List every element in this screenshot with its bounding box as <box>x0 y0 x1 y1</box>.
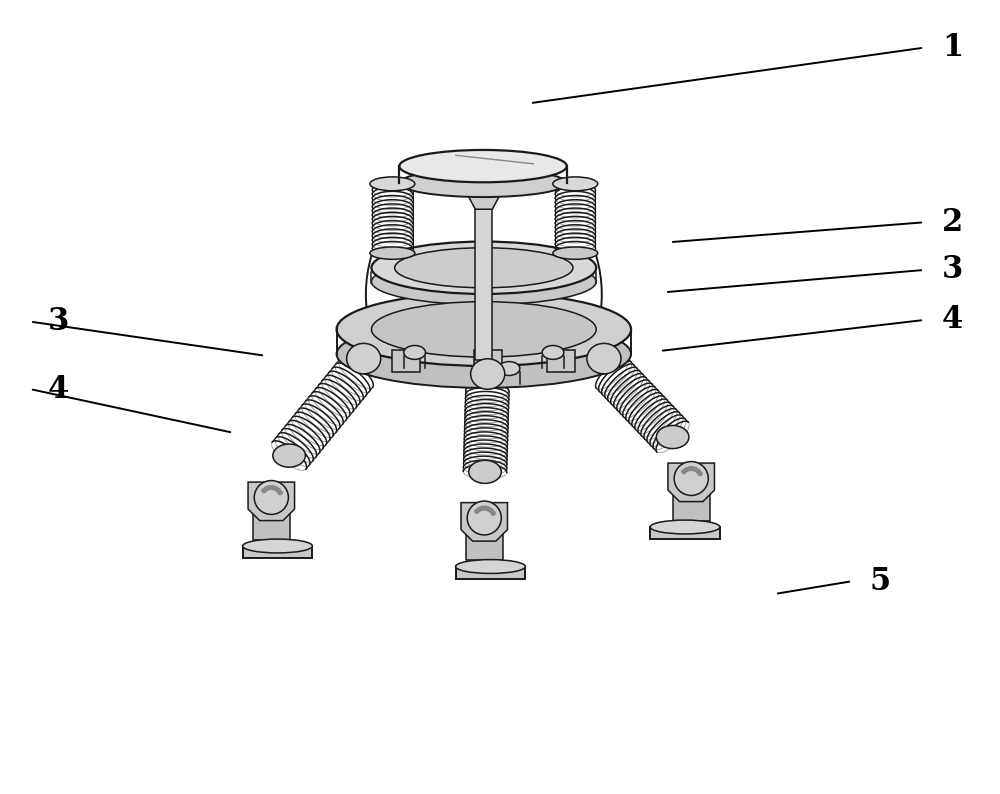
Ellipse shape <box>399 169 567 197</box>
Ellipse shape <box>498 361 520 376</box>
Text: 4: 4 <box>942 304 963 336</box>
Bar <box>466 531 503 561</box>
Ellipse shape <box>553 177 598 191</box>
Ellipse shape <box>347 343 381 374</box>
Circle shape <box>264 486 269 491</box>
Ellipse shape <box>553 247 598 260</box>
FancyBboxPatch shape <box>243 546 312 558</box>
Ellipse shape <box>587 343 621 374</box>
Circle shape <box>490 511 496 516</box>
Circle shape <box>690 466 695 472</box>
Ellipse shape <box>650 520 720 534</box>
Circle shape <box>695 468 701 474</box>
Polygon shape <box>668 463 714 502</box>
Circle shape <box>488 508 494 514</box>
Ellipse shape <box>371 241 596 294</box>
Text: 3: 3 <box>48 306 69 337</box>
Circle shape <box>477 507 482 512</box>
Bar <box>392 350 420 372</box>
Circle shape <box>483 506 488 511</box>
Ellipse shape <box>273 444 305 467</box>
Ellipse shape <box>371 302 596 357</box>
Circle shape <box>684 467 689 472</box>
Circle shape <box>681 469 686 475</box>
Text: 3: 3 <box>942 254 963 286</box>
Circle shape <box>267 485 272 491</box>
Circle shape <box>674 461 708 495</box>
Bar <box>253 511 290 540</box>
Polygon shape <box>462 184 506 210</box>
Bar <box>475 186 492 360</box>
Ellipse shape <box>656 426 689 449</box>
Text: 4: 4 <box>48 373 69 405</box>
Polygon shape <box>461 503 508 542</box>
Text: 1: 1 <box>942 32 963 64</box>
Circle shape <box>480 506 485 511</box>
Text: 5: 5 <box>870 565 891 597</box>
Bar <box>673 491 710 521</box>
Ellipse shape <box>395 248 573 287</box>
Circle shape <box>467 501 501 535</box>
Bar <box>547 350 575 372</box>
Ellipse shape <box>469 461 501 484</box>
Circle shape <box>273 486 278 491</box>
Circle shape <box>697 471 703 476</box>
Circle shape <box>270 485 275 490</box>
Circle shape <box>254 480 288 515</box>
Circle shape <box>693 467 698 472</box>
Circle shape <box>277 490 283 495</box>
Ellipse shape <box>471 359 505 389</box>
Ellipse shape <box>371 259 596 305</box>
Circle shape <box>261 488 267 493</box>
Ellipse shape <box>370 247 415 260</box>
Ellipse shape <box>337 320 631 388</box>
Circle shape <box>474 509 480 514</box>
Ellipse shape <box>370 177 415 191</box>
Circle shape <box>687 466 692 472</box>
Ellipse shape <box>337 293 631 366</box>
Ellipse shape <box>456 560 525 573</box>
Circle shape <box>275 488 281 493</box>
FancyBboxPatch shape <box>650 527 720 539</box>
Circle shape <box>486 507 491 511</box>
Ellipse shape <box>243 539 312 553</box>
Text: 2: 2 <box>942 206 963 238</box>
FancyBboxPatch shape <box>456 567 525 579</box>
Polygon shape <box>248 482 295 521</box>
Ellipse shape <box>399 150 567 183</box>
Bar <box>474 350 502 372</box>
Ellipse shape <box>542 345 564 360</box>
Ellipse shape <box>404 345 425 360</box>
